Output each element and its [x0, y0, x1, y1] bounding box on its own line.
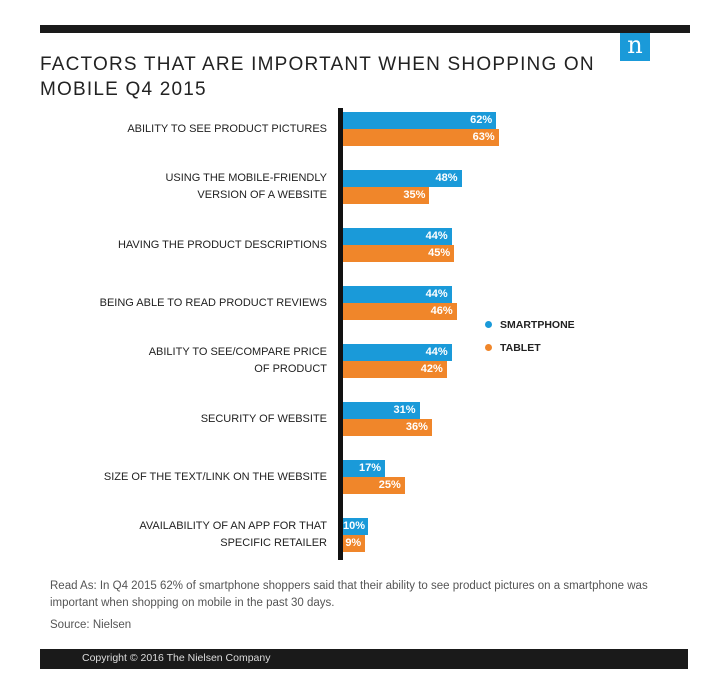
legend-item-smartphone: SMARTPHONE	[485, 319, 575, 331]
copyright-text: Copyright © 2016 The Nielsen Company	[82, 652, 271, 664]
category-label: BEING ABLE TO READ PRODUCT REVIEWS	[99, 296, 327, 309]
legend-label: SMARTPHONE	[500, 319, 575, 331]
smartphone-bar: 17%	[343, 460, 385, 477]
category-label: SECURITY OF WEBSITE	[200, 412, 327, 425]
top-bar	[40, 25, 690, 33]
y-axis-line	[338, 108, 343, 560]
smartphone-bar: 44%	[343, 286, 452, 303]
footer-bar: Copyright © 2016 The Nielsen Company	[40, 649, 688, 669]
smartphone-bar: 10%	[343, 518, 368, 535]
tablet-bar: 42%	[343, 361, 447, 378]
legend-dot-icon	[485, 321, 492, 328]
tablet-bar: 9%	[343, 535, 366, 552]
category-label: SIZE OF THE TEXT/LINK ON THE WEBSITE	[103, 470, 327, 483]
category-label: HAVING THE PRODUCT DESCRIPTIONS	[117, 238, 327, 251]
legend-dot-icon	[485, 344, 492, 351]
smartphone-bar: 31%	[343, 402, 420, 419]
tablet-bar: 35%	[343, 187, 430, 204]
smartphone-bar: 44%	[343, 344, 452, 361]
tablet-bar: 46%	[343, 303, 457, 320]
category-label: USING THE MOBILE-FRIENDLY VERSION OF A WE…	[165, 172, 327, 201]
category-label: AVAILABILITY OF AN APP FOR THAT SPECIFIC …	[139, 520, 327, 549]
smartphone-bar: 48%	[343, 170, 462, 187]
legend-label: TABLET	[500, 342, 541, 354]
tablet-bar: 25%	[343, 477, 405, 494]
category-label: ABILITY TO SEE PRODUCT PICTURES	[127, 122, 327, 135]
tablet-bar: 63%	[343, 129, 499, 146]
smartphone-bar: 62%	[343, 112, 497, 129]
source-text: Source: Nielsen	[50, 619, 132, 631]
tablet-bar: 36%	[343, 419, 432, 436]
tablet-bar: 45%	[343, 245, 455, 262]
nielsen-logo: n	[620, 33, 650, 61]
category-label: ABILITY TO SEE/COMPARE PRICE OF PRODUCT	[148, 346, 327, 375]
smartphone-bar: 44%	[343, 228, 452, 245]
read-as-note: Read As: In Q4 2015 62% of smartphone sh…	[50, 580, 648, 609]
chart-title: FACTORS THAT ARE IMPORTANT WHEN SHOPPING…	[40, 54, 595, 100]
legend-item-tablet: TABLET	[485, 342, 541, 354]
